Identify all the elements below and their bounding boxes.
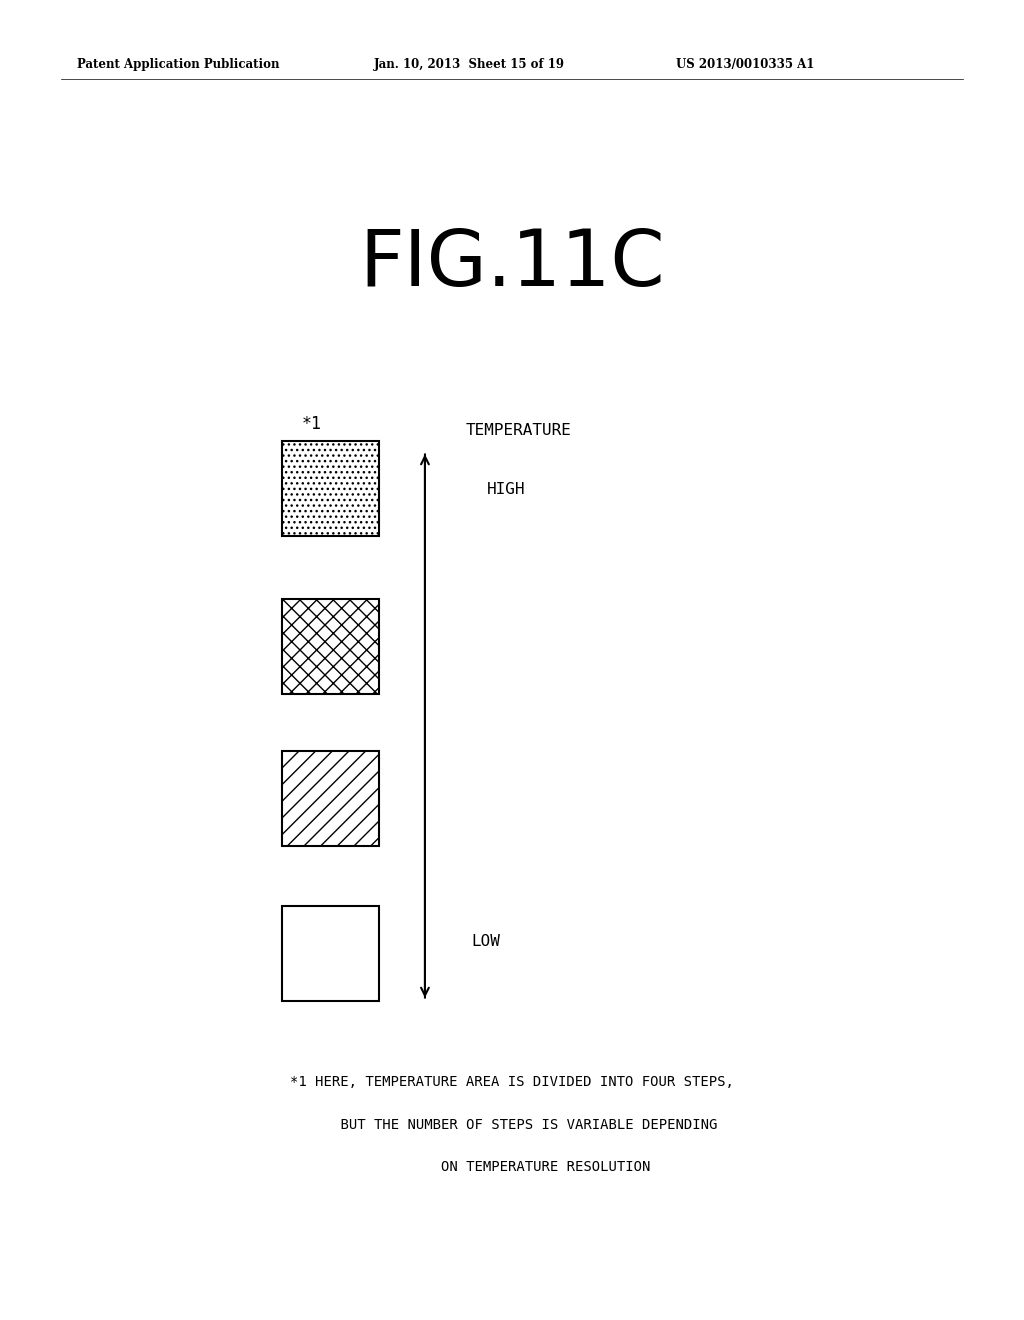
Text: FIG.11C: FIG.11C <box>359 226 665 302</box>
Text: TEMPERATURE: TEMPERATURE <box>466 424 571 438</box>
Bar <box>282 751 379 846</box>
Bar <box>282 441 379 536</box>
Text: US 2013/0010335 A1: US 2013/0010335 A1 <box>676 58 814 71</box>
Text: BUT THE NUMBER OF STEPS IS VARIABLE DEPENDING: BUT THE NUMBER OF STEPS IS VARIABLE DEPE… <box>307 1118 717 1131</box>
Text: Patent Application Publication: Patent Application Publication <box>77 58 280 71</box>
Text: LOW: LOW <box>471 933 500 949</box>
Bar <box>282 599 379 694</box>
Text: *1 HERE, TEMPERATURE AREA IS DIVIDED INTO FOUR STEPS,: *1 HERE, TEMPERATURE AREA IS DIVIDED INT… <box>290 1076 734 1089</box>
Bar <box>282 906 379 1001</box>
Text: *1: *1 <box>302 414 323 433</box>
Text: Jan. 10, 2013  Sheet 15 of 19: Jan. 10, 2013 Sheet 15 of 19 <box>374 58 565 71</box>
Text: HIGH: HIGH <box>486 482 525 496</box>
Text: ON TEMPERATURE RESOLUTION: ON TEMPERATURE RESOLUTION <box>374 1160 650 1173</box>
